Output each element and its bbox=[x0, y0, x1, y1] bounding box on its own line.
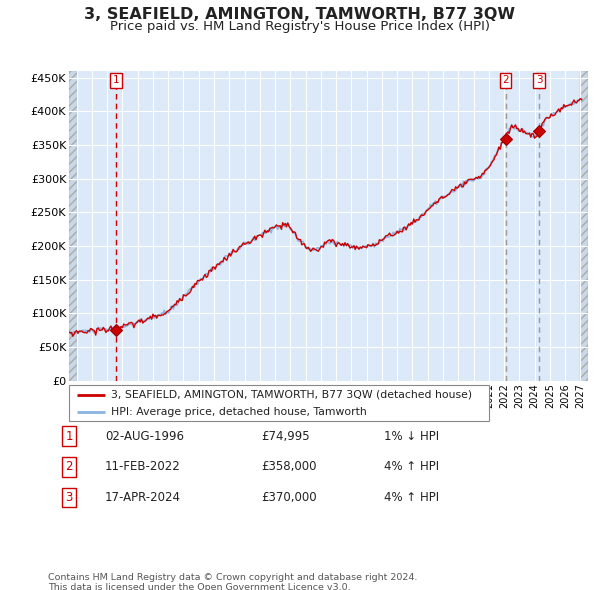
Text: Price paid vs. HM Land Registry's House Price Index (HPI): Price paid vs. HM Land Registry's House … bbox=[110, 20, 490, 33]
Text: This data is licensed under the Open Government Licence v3.0.: This data is licensed under the Open Gov… bbox=[48, 583, 350, 590]
Text: 1: 1 bbox=[65, 430, 73, 442]
Bar bbox=[69, 71, 77, 381]
Text: 2: 2 bbox=[503, 76, 509, 86]
Bar bbox=[580, 71, 588, 381]
Text: 3, SEAFIELD, AMINGTON, TAMWORTH, B77 3QW: 3, SEAFIELD, AMINGTON, TAMWORTH, B77 3QW bbox=[85, 8, 515, 22]
Text: 3, SEAFIELD, AMINGTON, TAMWORTH, B77 3QW (detached house): 3, SEAFIELD, AMINGTON, TAMWORTH, B77 3QW… bbox=[111, 390, 472, 400]
Text: 3: 3 bbox=[536, 76, 542, 86]
Text: 1% ↓ HPI: 1% ↓ HPI bbox=[384, 430, 439, 442]
Text: £74,995: £74,995 bbox=[261, 430, 310, 442]
Text: £370,000: £370,000 bbox=[261, 491, 317, 504]
Text: 3: 3 bbox=[65, 491, 73, 504]
Text: HPI: Average price, detached house, Tamworth: HPI: Average price, detached house, Tamw… bbox=[111, 407, 367, 417]
Text: Contains HM Land Registry data © Crown copyright and database right 2024.: Contains HM Land Registry data © Crown c… bbox=[48, 573, 418, 582]
Text: 2: 2 bbox=[65, 460, 73, 473]
Text: 1: 1 bbox=[113, 76, 119, 86]
FancyBboxPatch shape bbox=[69, 385, 489, 421]
Text: 17-APR-2024: 17-APR-2024 bbox=[105, 491, 181, 504]
Text: 4% ↑ HPI: 4% ↑ HPI bbox=[384, 491, 439, 504]
Text: 4% ↑ HPI: 4% ↑ HPI bbox=[384, 460, 439, 473]
Text: 02-AUG-1996: 02-AUG-1996 bbox=[105, 430, 184, 442]
Text: £358,000: £358,000 bbox=[261, 460, 317, 473]
Text: 11-FEB-2022: 11-FEB-2022 bbox=[105, 460, 181, 473]
